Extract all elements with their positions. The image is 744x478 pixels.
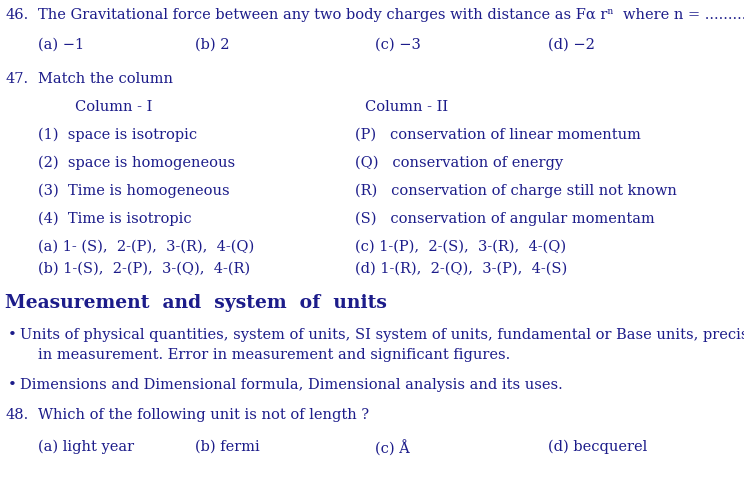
Text: Match the column: Match the column bbox=[38, 72, 173, 86]
Text: Units of physical quantities, system of units, SI system of units, fundamental o: Units of physical quantities, system of … bbox=[20, 328, 744, 342]
Text: (4)  Time is isotropic: (4) Time is isotropic bbox=[38, 212, 192, 227]
Text: Dimensions and Dimensional formula, Dimensional analysis and its uses.: Dimensions and Dimensional formula, Dime… bbox=[20, 378, 562, 392]
Text: (c) Å: (c) Å bbox=[375, 440, 410, 456]
Text: (c) 1-(P),  2-(S),  3-(R),  4-(Q): (c) 1-(P), 2-(S), 3-(R), 4-(Q) bbox=[355, 240, 566, 254]
Text: Column - II: Column - II bbox=[365, 100, 448, 114]
Text: Column - I: Column - I bbox=[75, 100, 153, 114]
Text: 46.: 46. bbox=[5, 8, 28, 22]
Text: (b) 1-(S),  2-(P),  3-(Q),  4-(R): (b) 1-(S), 2-(P), 3-(Q), 4-(R) bbox=[38, 262, 250, 276]
Text: •: • bbox=[8, 328, 17, 342]
Text: 48.: 48. bbox=[5, 408, 28, 422]
Text: (Q)   conservation of energy: (Q) conservation of energy bbox=[355, 156, 563, 170]
Text: (b) 2: (b) 2 bbox=[195, 38, 229, 52]
Text: (d) 1-(R),  2-(Q),  3-(P),  4-(S): (d) 1-(R), 2-(Q), 3-(P), 4-(S) bbox=[355, 262, 567, 276]
Text: (c) −3: (c) −3 bbox=[375, 38, 421, 52]
Text: (d) −2: (d) −2 bbox=[548, 38, 595, 52]
Text: (d) becquerel: (d) becquerel bbox=[548, 440, 647, 455]
Text: (1)  space is isotropic: (1) space is isotropic bbox=[38, 128, 197, 142]
Text: 47.: 47. bbox=[5, 72, 28, 86]
Text: (P)   conservation of linear momentum: (P) conservation of linear momentum bbox=[355, 128, 641, 142]
Text: Which of the following unit is not of length ?: Which of the following unit is not of le… bbox=[38, 408, 369, 422]
Text: •: • bbox=[8, 378, 17, 392]
Text: (2)  space is homogeneous: (2) space is homogeneous bbox=[38, 156, 235, 170]
Text: Measurement  and  system  of  units: Measurement and system of units bbox=[5, 294, 387, 312]
Text: (a) −1: (a) −1 bbox=[38, 38, 84, 52]
Text: (3)  Time is homogeneous: (3) Time is homogeneous bbox=[38, 184, 230, 198]
Text: (b) fermi: (b) fermi bbox=[195, 440, 260, 454]
Text: The Gravitational force between any two body charges with distance as Fα rⁿ  whe: The Gravitational force between any two … bbox=[38, 8, 744, 22]
Text: (R)   conservation of charge still not known: (R) conservation of charge still not kno… bbox=[355, 184, 677, 198]
Text: in measurement. Error in measurement and significant figures.: in measurement. Error in measurement and… bbox=[38, 348, 510, 362]
Text: (a) light year: (a) light year bbox=[38, 440, 134, 455]
Text: (a) 1- (S),  2-(P),  3-(R),  4-(Q): (a) 1- (S), 2-(P), 3-(R), 4-(Q) bbox=[38, 240, 254, 254]
Text: (S)   conservation of angular momentam: (S) conservation of angular momentam bbox=[355, 212, 655, 227]
